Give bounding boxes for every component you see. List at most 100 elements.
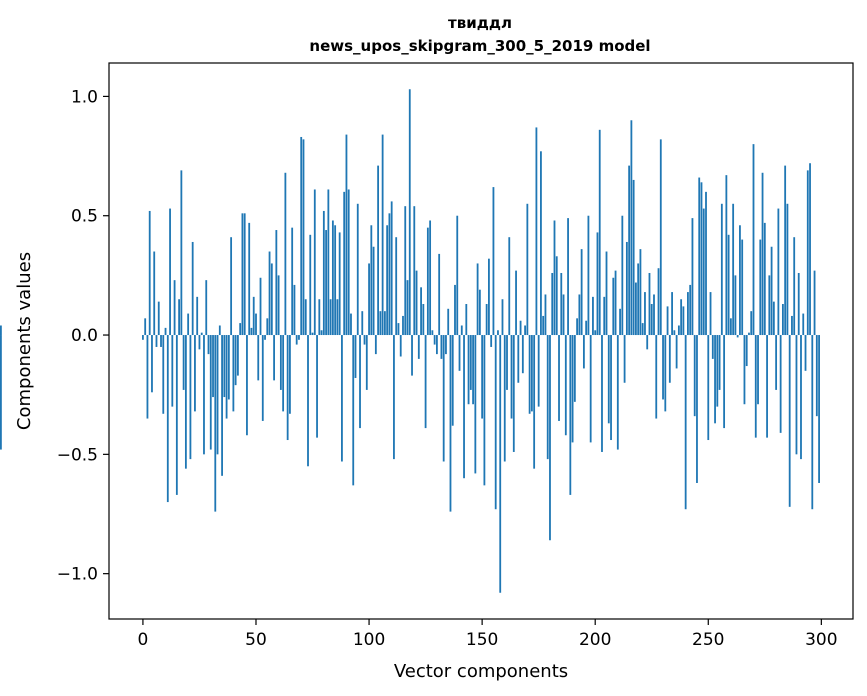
bar-155	[492, 187, 495, 336]
bar-3	[148, 210, 151, 336]
y-tick-label: −1.0	[57, 565, 98, 585]
bar-136	[449, 335, 452, 512]
bar-121	[415, 270, 418, 336]
bar-4	[151, 335, 153, 393]
bar-94	[354, 335, 357, 378]
bar-224	[648, 272, 651, 336]
bar-47	[248, 222, 251, 336]
bar-283	[781, 304, 784, 336]
bar-128	[431, 330, 434, 336]
bar-14	[173, 280, 176, 336]
bar-undefined	[0, 335, 2, 450]
bar-173	[533, 335, 536, 469]
bar-192	[576, 318, 579, 336]
bar-188	[567, 218, 569, 336]
bar-64	[286, 335, 289, 441]
bar-255	[718, 335, 721, 390]
bar-75	[311, 332, 314, 336]
bar-undefined	[0, 325, 2, 336]
bars-group	[0, 89, 820, 593]
bar-223	[646, 335, 649, 350]
bar-139	[456, 215, 459, 336]
bar-73	[307, 335, 309, 467]
bar-243	[691, 218, 694, 336]
bar-289	[795, 335, 798, 455]
bar-10	[164, 327, 167, 336]
bar-101	[370, 225, 373, 336]
y-axis-label: Components values	[14, 252, 35, 430]
bar-247	[700, 182, 703, 336]
bar-218	[635, 282, 637, 336]
bar-259	[727, 234, 730, 336]
bar-261	[732, 203, 735, 336]
bar-202	[598, 129, 601, 336]
bar-156	[494, 335, 497, 510]
bar-111	[393, 335, 395, 460]
bar-0	[142, 335, 144, 340]
bar-211	[619, 308, 621, 336]
bar-299	[818, 335, 820, 483]
bar-42	[237, 335, 239, 376]
x-tick-label: 300	[805, 630, 837, 650]
bar-98	[363, 335, 366, 345]
bar-279	[772, 301, 775, 336]
bar-239	[682, 306, 685, 336]
x-tick-label: 0	[138, 630, 149, 650]
bar-254	[716, 335, 719, 407]
bar-221	[641, 323, 644, 336]
bar-27	[203, 335, 205, 455]
bar-193	[578, 294, 581, 336]
bar-133	[442, 335, 445, 462]
bar-125	[424, 335, 427, 429]
y-tick-label: 1.0	[71, 87, 98, 107]
bar-262	[734, 275, 737, 336]
bar-49	[252, 296, 255, 336]
bar-200	[594, 330, 597, 336]
bar-97	[361, 311, 364, 336]
bar-275	[763, 222, 766, 336]
bar-79	[320, 330, 323, 336]
bar-100	[368, 263, 370, 336]
bar-216	[630, 120, 633, 336]
bar-230	[662, 335, 664, 400]
bar-248	[702, 208, 705, 336]
plot-frame	[108, 62, 854, 620]
bar-213	[623, 335, 626, 383]
bar-269	[750, 311, 753, 336]
bar-287	[791, 315, 793, 336]
bar-21	[189, 335, 192, 460]
bar-33	[216, 335, 219, 455]
bar-122	[417, 335, 420, 359]
bar-151	[483, 335, 486, 486]
bar-159	[501, 299, 504, 336]
bar-5	[153, 251, 156, 336]
bar-116	[404, 206, 407, 336]
bar-162	[508, 237, 511, 336]
bar-189	[569, 335, 572, 495]
bar-89	[343, 191, 346, 336]
bar-25	[198, 335, 201, 350]
bar-152	[485, 304, 488, 336]
bar-182	[553, 220, 556, 336]
bar-172	[530, 335, 533, 412]
bar-38	[227, 335, 230, 400]
bar-140	[458, 335, 461, 371]
bar-26	[200, 332, 203, 336]
bar-244	[693, 335, 696, 417]
bar-268	[748, 332, 750, 336]
bar-276	[766, 335, 768, 438]
bar-117	[406, 280, 409, 336]
bar-85	[334, 225, 337, 336]
bar-106	[381, 134, 384, 336]
bar-39	[230, 237, 233, 336]
bar-219	[637, 263, 640, 336]
bar-217	[632, 179, 635, 336]
bar-143	[465, 304, 468, 336]
bar-7	[157, 301, 160, 336]
bar-199	[592, 296, 594, 336]
y-tick-label: −0.5	[57, 445, 98, 465]
bar-48	[250, 327, 253, 336]
bar-292	[802, 313, 805, 336]
bar-72	[304, 299, 307, 336]
bar-46	[246, 335, 248, 436]
